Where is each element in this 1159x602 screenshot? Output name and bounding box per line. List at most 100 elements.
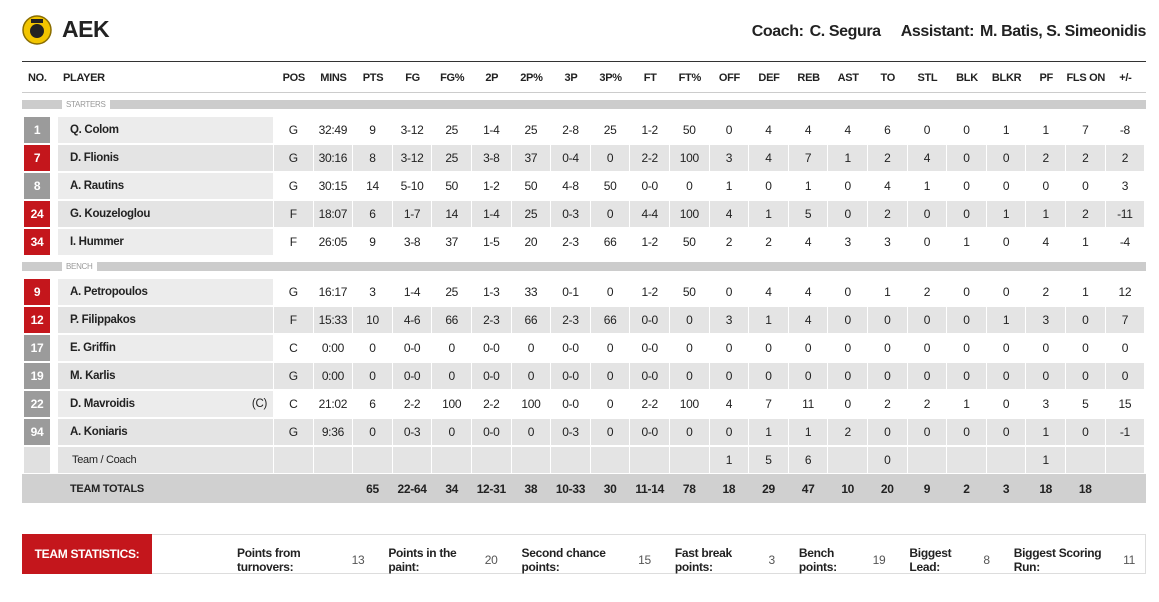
jersey-number: 8 [24,173,50,199]
player-name[interactable]: I. Hummer [70,236,124,248]
stat-cell: 0 [868,419,907,445]
player-cell: A. Koniaris [58,419,273,445]
stat-cell: 37 [432,229,471,255]
stat-cell: 1 [868,279,907,305]
stat-cell: 1-3 [472,279,511,305]
stat-cell: 1 [709,447,749,473]
stat-cell: 0 [590,201,630,227]
stat-cell: 66 [511,307,551,333]
stat-cell: 0 [1066,419,1105,445]
column-header: NO. [28,72,47,84]
player-cell: A. Petropoulos [58,279,273,305]
stat-cell: 66 [590,307,630,333]
team-stat-value: 20 [484,553,498,567]
stat-cell: -8 [1105,117,1145,143]
stat-cell [670,447,709,473]
stat-cell: 1 [709,173,749,199]
stat-cell: 2 [828,419,867,445]
stat-cell: 1-2 [630,229,669,255]
stat-cell: 4 [749,145,788,171]
player-name[interactable]: Q. Colom [70,124,119,136]
player-name[interactable]: E. Griffin [70,342,116,354]
stat-cell: 2 [1026,279,1065,305]
stat-cell: 0-3 [392,419,432,445]
stat-cell [1066,447,1105,473]
stat-cell [986,447,1026,473]
stat-cell: 0 [353,363,392,389]
stat-cell: 0 [828,307,867,333]
stat-cell: 2 [749,229,788,255]
stat-cell: 0 [670,307,709,333]
player-cell: P. Filippakos [58,307,273,333]
stat-cell [907,447,947,473]
jersey-number: 24 [24,201,50,227]
stat-cell: 18 [1066,474,1105,503]
stat-cell: 21:02 [313,391,353,417]
stat-cell: 0-4 [551,145,590,171]
stat-cell: 3 [353,279,392,305]
stat-cell: 47 [788,474,828,503]
team-stat-label: Points from turnovers: [237,546,301,574]
stat-cell: 15 [1105,391,1145,417]
player-name[interactable]: M. Karlis [70,370,116,382]
stat-cell: 0 [947,363,986,389]
stat-cell: 1 [1026,201,1065,227]
stat-cell [828,447,867,473]
player-name[interactable]: A. Koniaris [70,426,128,438]
stat-cell: 1 [907,173,947,199]
stat-cell: 7 [749,391,788,417]
stat-cell: 0 [986,279,1026,305]
stat-cell: 0-0 [472,419,511,445]
stat-cell: 7 [1066,117,1105,143]
player-name[interactable]: D. Mavroidis [70,398,135,410]
stat-cell: C [274,335,313,361]
stat-cell: 1 [788,173,828,199]
stat-cell: 0 [590,335,630,361]
player-name[interactable]: A. Petropoulos [70,286,148,298]
stat-cell: 1-2 [630,279,669,305]
stat-cell: 4 [907,145,947,171]
stat-cell: 0 [709,279,749,305]
column-header: 3P [564,72,578,84]
stat-cell: 0 [947,279,986,305]
stat-cell: 1 [1026,447,1065,473]
player-name[interactable]: G. Kouzeloglou [70,208,151,220]
stat-cell: 0 [1066,335,1105,361]
stat-cell: 1 [1066,229,1105,255]
stat-cell: 1-2 [630,117,669,143]
stat-cell: 25 [511,201,551,227]
player-name[interactable]: P. Filippakos [70,314,136,326]
stat-cell: 0 [709,363,749,389]
stat-cell: 0 [590,145,630,171]
stat-cell: 4 [749,117,788,143]
stat-cell: 0 [670,335,709,361]
stat-cell: 14 [432,201,471,227]
team-stat: Bench points: 19 [799,546,886,574]
stat-cell: 0 [709,335,749,361]
stat-cell: 4 [709,201,749,227]
row-stub [24,447,50,473]
stat-cell: 10-33 [551,474,590,503]
stat-cell: 0-0 [551,363,590,389]
stat-cell: 3-12 [392,117,432,143]
stat-cell: 0:00 [313,363,353,389]
column-header: +/- [1119,72,1132,84]
player-name[interactable]: D. Flionis [70,152,119,164]
stat-cell: 2 [868,201,907,227]
stat-cell: 0 [511,335,551,361]
stat-cell: 26:05 [313,229,353,255]
stat-cell: G [274,145,313,171]
column-header: FG% [440,72,465,84]
stat-cell: 0 [986,335,1026,361]
stat-cell: 1 [749,201,788,227]
column-header: OFF [718,72,740,84]
stat-cell: 0 [670,419,709,445]
team-stats-items: Points from turnovers: 13 Points in the pa… [237,546,1159,574]
stat-cell: 4 [868,173,907,199]
column-header: PLAYER [63,72,105,84]
stat-cell: 9 [907,474,947,503]
stat-cell [432,447,471,473]
player-name[interactable]: A. Rautins [70,180,124,192]
stat-cell: 0 [986,229,1026,255]
